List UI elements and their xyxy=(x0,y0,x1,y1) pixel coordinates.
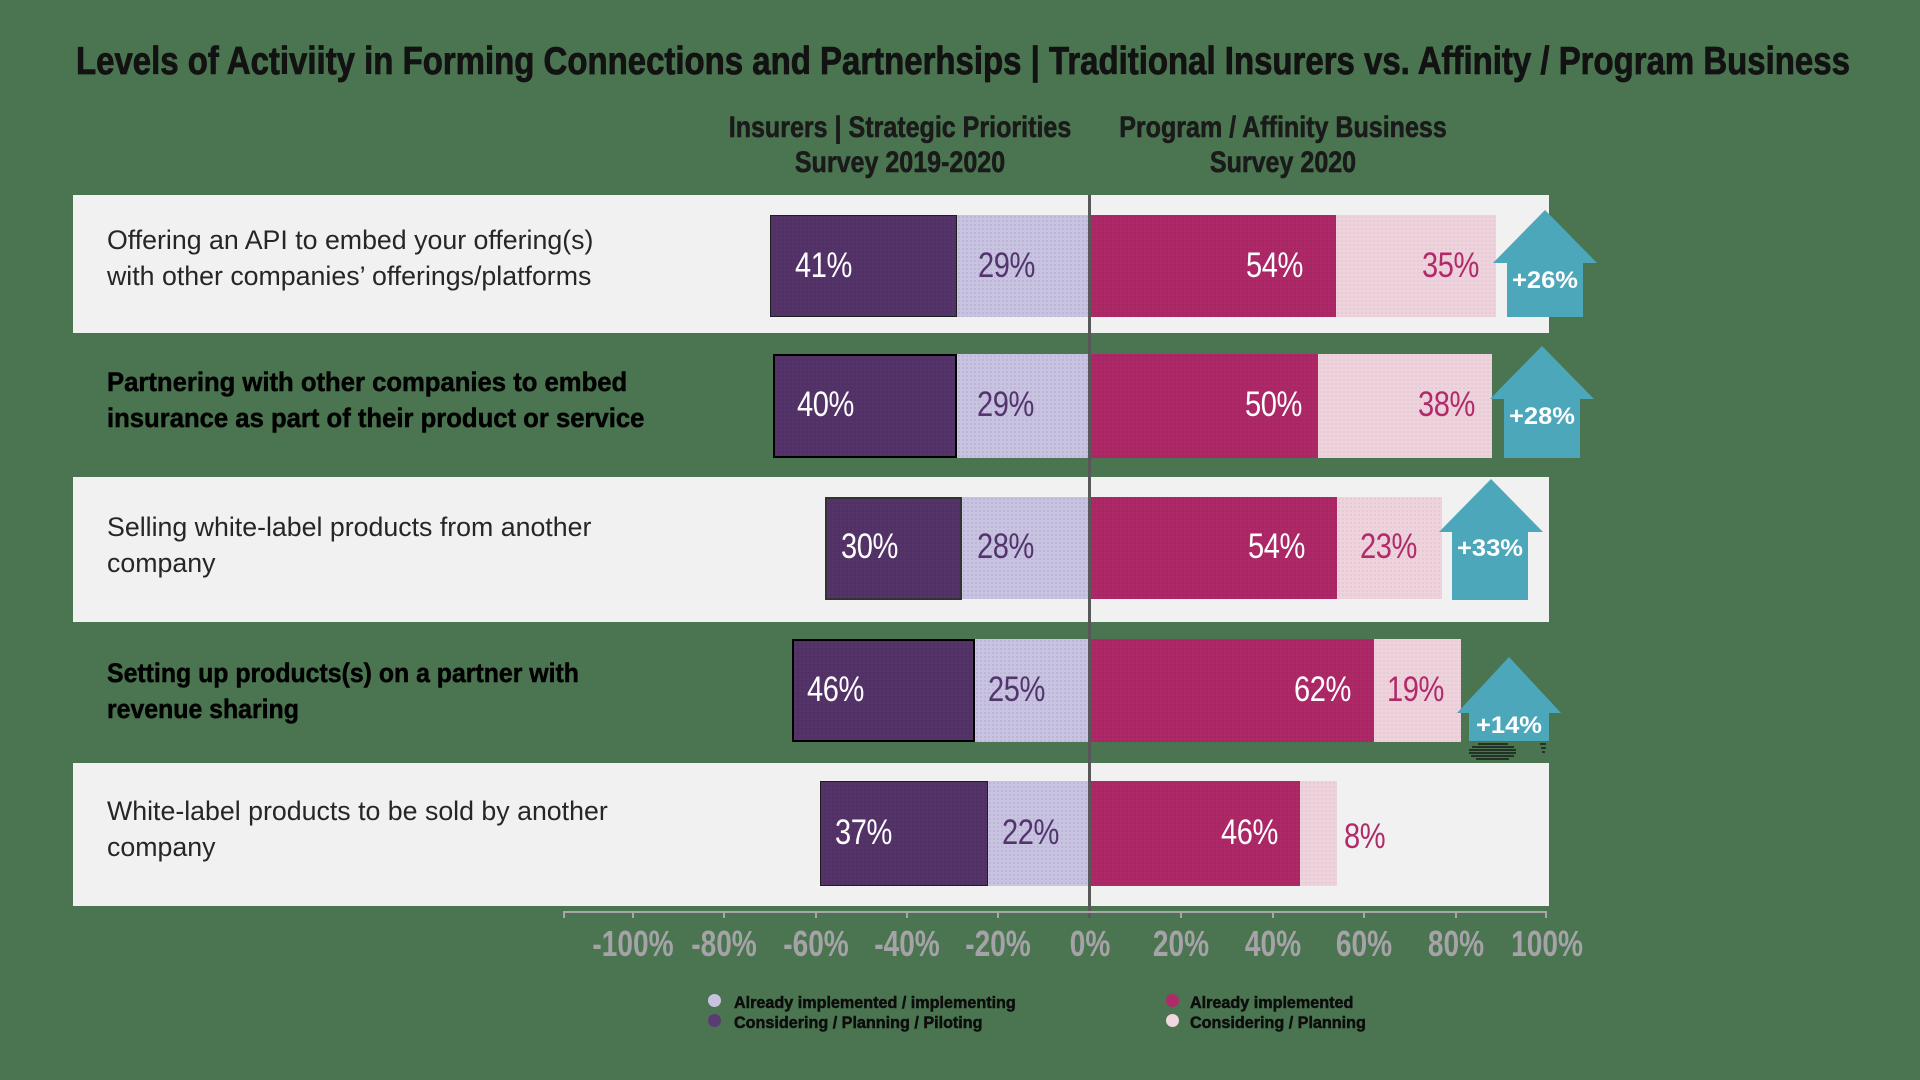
svg-text:+33%: +33% xyxy=(1457,535,1523,562)
svg-text:+28%: +28% xyxy=(1509,403,1575,430)
svg-text:+14%: +14% xyxy=(1476,712,1542,739)
svg-text:+26%: +26% xyxy=(1512,267,1578,294)
